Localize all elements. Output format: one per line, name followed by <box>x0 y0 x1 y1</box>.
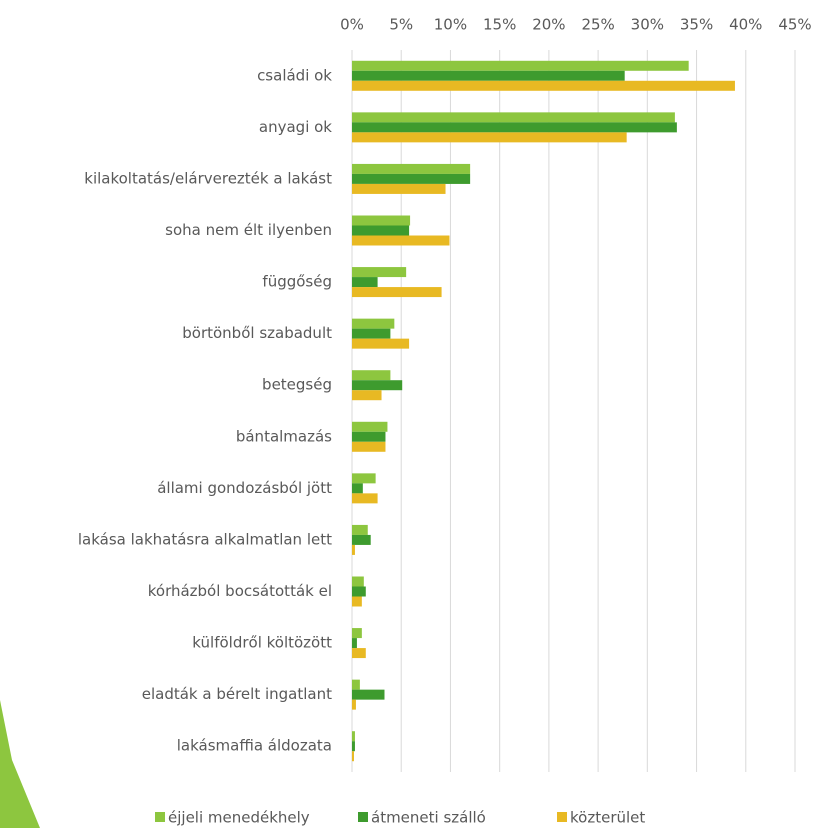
bar <box>352 338 410 349</box>
bar <box>352 370 391 381</box>
bar <box>352 638 357 649</box>
bar <box>352 586 366 597</box>
decoration <box>0 700 40 828</box>
x-tick-label: 15% <box>483 16 516 34</box>
bar <box>352 318 395 329</box>
bar <box>352 576 364 587</box>
bar <box>352 380 403 391</box>
bar <box>352 524 368 535</box>
bar <box>352 751 354 762</box>
bar <box>352 80 735 91</box>
y-tick-label: betegség <box>262 376 332 394</box>
bar <box>352 731 355 742</box>
bar <box>352 215 411 226</box>
y-tick-label: eladták a bérelt ingatlant <box>142 685 332 703</box>
bar <box>352 473 376 484</box>
y-tick-label: bántalmazás <box>236 427 332 445</box>
bar <box>352 483 363 494</box>
x-tick-label: 35% <box>680 16 713 34</box>
bar <box>352 648 366 659</box>
y-tick-label: kórházból bocsátották el <box>148 582 332 600</box>
bar <box>352 267 407 278</box>
bar <box>352 441 386 452</box>
bar <box>352 596 362 607</box>
bar <box>352 287 442 298</box>
x-tick-label: 0% <box>340 16 364 34</box>
legend-label: átmeneti szálló <box>371 809 486 827</box>
legend-label: éjjeli menedékhely <box>168 809 310 827</box>
bar <box>352 390 382 401</box>
y-tick-label: családi ok <box>257 66 332 84</box>
bar <box>352 173 471 184</box>
bar <box>352 225 410 236</box>
bar <box>352 112 675 123</box>
y-tick-label: anyagi ok <box>259 118 332 136</box>
bar <box>352 163 471 174</box>
bar <box>352 493 378 504</box>
x-tick-label: 10% <box>434 16 467 34</box>
y-tick-label: állami gondozásból jött <box>157 479 332 497</box>
bar <box>352 277 378 288</box>
bar <box>352 60 689 71</box>
x-tick-label: 40% <box>729 16 762 34</box>
bar <box>352 534 371 545</box>
x-tick-label: 30% <box>631 16 664 34</box>
y-tick-label: börtönből szabadult <box>182 324 332 342</box>
x-tick-label: 5% <box>389 16 413 34</box>
bar <box>352 122 677 133</box>
bar <box>352 544 355 555</box>
x-tick-label: 25% <box>581 16 614 34</box>
bar <box>352 235 450 246</box>
x-tick-label: 45% <box>778 16 811 34</box>
bar <box>352 699 356 710</box>
bar <box>352 741 355 752</box>
legend-swatch <box>557 812 567 822</box>
bar <box>352 132 627 143</box>
bar <box>352 689 385 700</box>
y-tick-label: kilakoltatás/elárverezték a lakást <box>84 169 332 187</box>
legend-label: közterület <box>570 809 645 827</box>
bar <box>352 628 362 639</box>
y-tick-label: lakása lakhatásra alkalmatlan lett <box>78 530 332 548</box>
bar <box>352 183 446 194</box>
y-tick-label: soha nem élt ilyenben <box>165 221 332 239</box>
bar <box>352 328 391 339</box>
y-tick-label: lakásmaffia áldozata <box>177 737 332 755</box>
y-tick-label: függőség <box>262 273 332 291</box>
bar <box>352 70 625 81</box>
legend-swatch <box>155 812 165 822</box>
legend-swatch <box>358 812 368 822</box>
bar <box>352 679 360 690</box>
bar <box>352 421 388 432</box>
x-tick-label: 20% <box>532 16 565 34</box>
bar <box>352 431 386 442</box>
y-tick-label: külföldről költözött <box>192 634 332 652</box>
